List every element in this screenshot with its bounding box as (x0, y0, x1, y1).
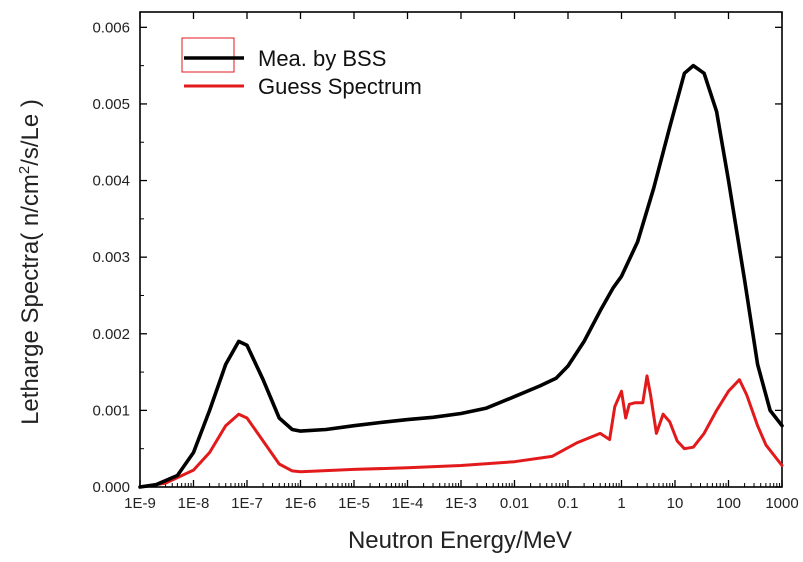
x-tick-label: 0.01 (500, 495, 529, 512)
x-tick-label: 1 (617, 495, 625, 512)
x-tick-label: 1E-5 (338, 495, 370, 512)
legend-label-measured: Mea. by BSS (258, 46, 386, 71)
series-line-measured (138, 63, 784, 489)
x-tick-label: 1000 (765, 495, 798, 512)
x-tick-label: 1E-6 (285, 495, 317, 512)
y-tick-label: 0.001 (92, 402, 130, 419)
x-tick-label: 1E-4 (392, 495, 424, 512)
legend-label-guess: Guess Spectrum (258, 74, 422, 99)
y-tick-label: 0.003 (92, 249, 130, 266)
y-tick-label: 0.002 (92, 326, 130, 343)
x-tick-label: 1E-8 (178, 495, 210, 512)
legend-selection-box (181, 37, 235, 73)
x-tick-label: 1E-9 (124, 495, 156, 512)
y-axis-title-suffix: /s/Le ) (17, 99, 44, 166)
x-tick-label: 10 (667, 495, 684, 512)
plot-area: 1E-9 1E-8 1E-7 1E-6 1E-5 1E-4 1E-3 0.01 0.1 1 10 10… (92, 11, 799, 512)
y-axis-title-superscript: 2 (16, 166, 33, 174)
y-tick-label: 0.000 (92, 479, 130, 496)
series-line-guess (138, 374, 784, 489)
y-tick-label: 0.004 (92, 173, 130, 190)
x-tick-label: 1E-3 (445, 495, 477, 512)
x-tick-label: 0.1 (558, 495, 579, 512)
x-axis-title: Neutron Energy/MeV (348, 527, 572, 554)
x-tick-label: 1E-7 (231, 495, 263, 512)
y-tick-label: 0.005 (92, 96, 130, 113)
y-axis-title: Letharge Spectra( n/cm2/s/Le ) (16, 99, 44, 425)
y-tick-label: 0.006 (92, 19, 130, 36)
x-tick-label: 100 (716, 495, 741, 512)
